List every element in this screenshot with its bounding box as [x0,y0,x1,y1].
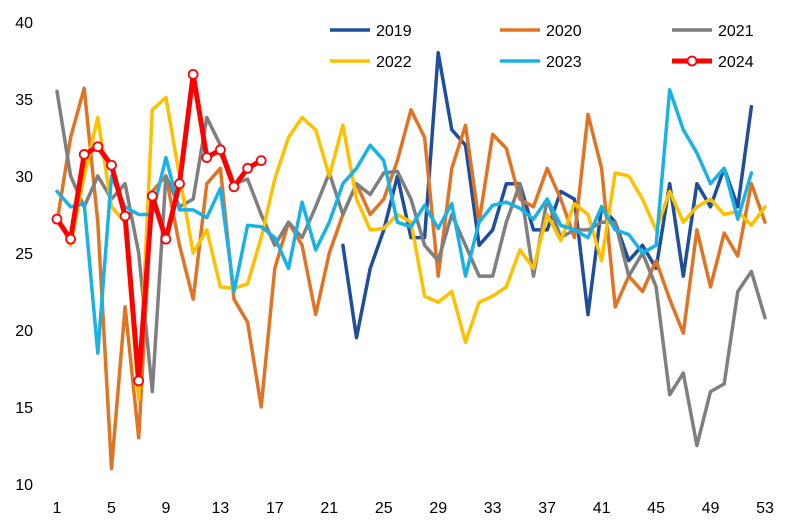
x-tick-label: 45 [647,500,665,517]
x-tick-label: 33 [484,500,502,517]
y-tick-label: 25 [15,246,33,263]
x-tick-label: 37 [538,500,556,517]
data-point-2024 [174,178,185,190]
x-tick-label: 21 [320,500,338,517]
x-tick-label: 9 [161,500,170,517]
data-point-2024 [242,162,254,174]
x-tick-label: 1 [53,500,62,517]
x-tick-label: 53 [756,500,774,517]
data-point-2024 [51,213,63,225]
y-axis-ticks: 10 15 20 25 30 35 40 [15,15,33,494]
legend-label-2020: 2020 [546,23,582,40]
series-layer [51,51,767,471]
series-line-2023 [55,88,754,355]
y-tick-label: 35 [15,92,33,109]
data-point-2024 [214,144,226,156]
x-axis-ticks: 1 5 9 13 17 21 25 29 33 37 41 45 49 53 [53,500,774,517]
legend-label-2024: 2024 [718,54,754,71]
x-tick-label: 13 [211,500,229,517]
data-point-2024 [92,141,104,153]
series-line-2019 [341,51,754,340]
data-point-2024 [146,190,158,202]
series-line-2020 [55,86,767,471]
x-tick-label: 41 [593,500,611,517]
y-tick-label: 10 [15,477,33,494]
x-tick-label: 25 [375,500,393,517]
y-tick-label: 20 [15,323,33,340]
legend-marker-2024 [686,55,698,67]
data-point-2024 [255,155,267,167]
y-tick-label: 15 [15,400,33,417]
x-tick-label: 17 [266,500,284,517]
series-line-2024 [54,71,264,384]
series-line-2022 [55,95,767,402]
data-point-2024 [65,233,77,245]
data-point-2024 [201,152,213,163]
x-tick-label: 29 [429,500,447,517]
data-point-2024 [78,149,90,160]
x-tick-label: 49 [702,500,720,517]
data-point-2024 [106,159,117,171]
legend-label-2023: 2023 [546,54,582,71]
data-point-2024 [133,375,145,387]
data-point-2024 [187,68,199,80]
legend: 2019 2020 2021 2022 2023 2024 [330,23,754,71]
data-point-2024 [228,181,240,193]
x-tick-label: 5 [107,500,116,517]
y-tick-label: 40 [15,15,33,32]
legend-label-2019: 2019 [376,23,412,40]
y-tick-label: 30 [15,169,33,186]
legend-label-2022: 2022 [376,54,412,71]
data-point-2024 [160,233,172,245]
data-point-2024 [119,210,131,222]
legend-label-2021: 2021 [718,23,754,40]
